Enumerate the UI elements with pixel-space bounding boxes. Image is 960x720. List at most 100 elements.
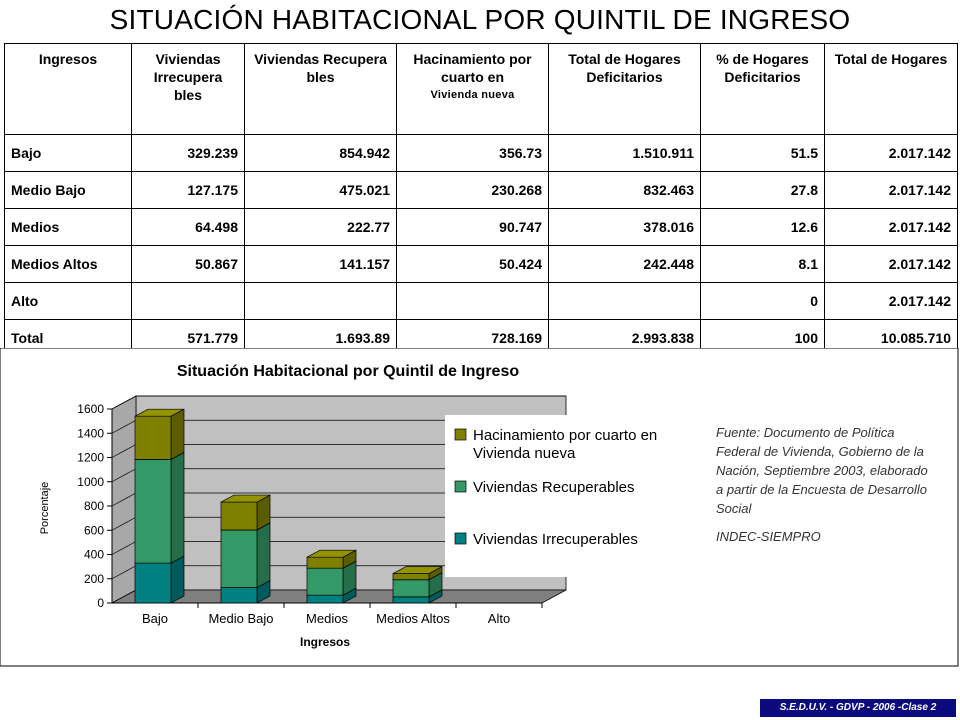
x-tick-label: Medios xyxy=(306,611,348,626)
table-cell: 356.73 xyxy=(396,134,549,172)
header-label: Total de Hogares Deficitarios xyxy=(568,51,681,85)
table-cell: 378.016 xyxy=(548,208,701,246)
chart-title: Situación Habitacional por Quintil de In… xyxy=(177,363,519,380)
table-cell: 242.448 xyxy=(548,245,701,283)
legend-swatch xyxy=(454,532,467,545)
source-text: Fuente: Documento de Política Federal de… xyxy=(716,425,928,516)
bar-top xyxy=(134,408,185,417)
x-tick-label: Bajo xyxy=(142,611,168,626)
table-cell: 12.6 xyxy=(700,208,825,246)
bar-top xyxy=(220,494,271,503)
x-tick-label: Alto xyxy=(488,611,510,626)
header-label: Viviendas Irrecupera bles xyxy=(153,51,223,103)
table-cell: 2.017.142 xyxy=(824,208,958,246)
table-cell: 50.867 xyxy=(131,245,245,283)
table-cell: 8.1 xyxy=(700,245,825,283)
bar-front xyxy=(134,562,172,604)
row-label: Bajo xyxy=(4,134,132,172)
bar-segment xyxy=(134,451,185,564)
legend-item: Hacinamiento por cuarto en Vivienda nueva xyxy=(454,427,657,462)
table-cell: 1.510.911 xyxy=(548,134,701,172)
legend-swatch xyxy=(454,480,467,493)
table-cell xyxy=(244,282,397,320)
table-header-cell: Viviendas Irrecupera bles xyxy=(131,43,245,135)
table-header-cell: Viviendas Recupera bles xyxy=(244,43,397,135)
table-row: Medio Bajo 127.175 475.021 230.268 832.463 27… xyxy=(4,171,958,209)
row-label: Medios Altos xyxy=(4,245,132,283)
header-label: Ingresos xyxy=(38,51,98,67)
y-tick-label: 200 xyxy=(84,572,104,586)
table-row: Alto 0 2.017.142 xyxy=(4,282,958,320)
bar-front xyxy=(134,459,172,564)
bar-segment xyxy=(220,494,271,531)
row-label: Medio Bajo xyxy=(4,171,132,209)
gridline xyxy=(111,395,566,410)
table-cell: 329.239 xyxy=(131,134,245,172)
legend-swatch xyxy=(454,428,467,441)
header-label: Viviendas Recupera bles xyxy=(254,51,387,85)
header-label: % de Hogares Deficitarios xyxy=(716,51,809,85)
table-cell xyxy=(548,282,701,320)
table-cell: 64.498 xyxy=(131,208,245,246)
legend-label: Viviendas Irrecuperables xyxy=(473,531,638,548)
y-tick-label: 0 xyxy=(97,596,104,610)
header-label: Total de Hogares xyxy=(834,51,948,67)
table-row: Bajo 329.239 854.942 356.73 1.510.911 51.5 2.0… xyxy=(4,134,958,172)
table-cell: 832.463 xyxy=(548,171,701,209)
table-cell: 51.5 xyxy=(700,134,825,172)
table-header-cell: Ingresos xyxy=(4,43,132,135)
slide-title: SITUACIÓN HABITACIONAL POR QUINTIL DE IN… xyxy=(109,4,851,35)
table-cell: 2.017.142 xyxy=(824,282,958,320)
bar-front xyxy=(220,501,258,531)
bar-side xyxy=(170,451,185,564)
bar-front xyxy=(392,579,430,598)
table-row: Medios 64.498 222.77 90.747 378.016 12.6 2.017… xyxy=(4,208,958,246)
stacked-bar-chart: Situación Habitacional por Quintil de In… xyxy=(0,348,959,667)
source-note: Fuente: Documento de Política Federal de… xyxy=(716,423,931,546)
legend-label: Viviendas Recuperables xyxy=(473,479,635,496)
table-cell: 230.268 xyxy=(396,171,549,209)
bar-front xyxy=(306,567,344,596)
bar-front xyxy=(392,596,430,604)
y-axis-title: Porcentaje xyxy=(39,482,51,535)
table-cell: 90.747 xyxy=(396,208,549,246)
bar-front xyxy=(306,556,344,569)
table-header-cell: Total de Hogares xyxy=(824,43,958,135)
source-org: INDEC-SIEMPRO xyxy=(716,529,821,544)
bar-top xyxy=(306,549,357,558)
y-tick-label: 1000 xyxy=(77,475,104,489)
bar-segment xyxy=(134,408,185,461)
y-tick-label: 1600 xyxy=(77,402,104,416)
legend-label: Hacinamiento por cuarto en Vivienda nueva xyxy=(473,427,657,462)
chart-legend: Hacinamiento por cuarto en Vivienda nueva… xyxy=(445,415,695,577)
y-tick-label: 600 xyxy=(84,523,104,537)
table-cell: 127.175 xyxy=(131,171,245,209)
bar-segment xyxy=(306,549,357,569)
bar-segment xyxy=(220,522,271,589)
bar-side xyxy=(170,555,185,604)
table-cell: 2.017.142 xyxy=(824,245,958,283)
bar-front xyxy=(306,594,344,604)
table-cell: 854.942 xyxy=(244,134,397,172)
table-row: Medios Altos 50.867 141.157 50.424 242.448 8.… xyxy=(4,245,958,283)
table-header-cell: Hacinamiento por cuarto en Vivienda nueva xyxy=(396,43,549,135)
y-tick-label: 400 xyxy=(84,548,104,562)
table-header-cell: % de Hogares Deficitarios xyxy=(700,43,825,135)
table-cell: 141.157 xyxy=(244,245,397,283)
table-cell: 222.77 xyxy=(244,208,397,246)
table-cell xyxy=(396,282,549,320)
y-tick-label: 1400 xyxy=(77,426,104,440)
x-tick-label: Medios Altos xyxy=(376,611,450,626)
x-axis-title: Ingresos xyxy=(300,635,350,649)
y-tick-label: 800 xyxy=(84,499,104,513)
table-cell: 27.8 xyxy=(700,171,825,209)
bar-front xyxy=(220,529,258,588)
bar-side xyxy=(170,408,185,461)
table-cell xyxy=(131,282,245,320)
table-header-row: Ingresos Viviendas Irrecupera bles Viviend… xyxy=(4,43,958,135)
legend-item: Viviendas Recuperables xyxy=(454,479,635,496)
row-label: Alto xyxy=(4,282,132,320)
table-cell: 2.017.142 xyxy=(824,171,958,209)
x-tick-label: Medio Bajo xyxy=(208,611,273,626)
bar-side xyxy=(256,522,271,589)
